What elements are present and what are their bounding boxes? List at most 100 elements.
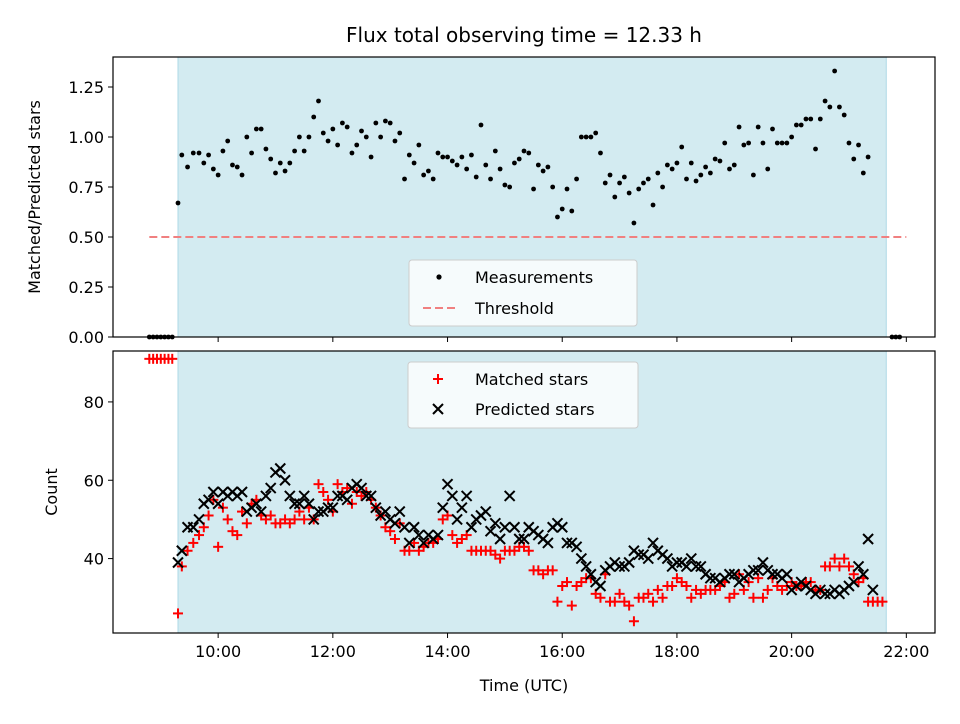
predicted-star-point <box>207 486 220 498</box>
measurement-point <box>335 142 341 148</box>
matched-star-point <box>222 514 233 525</box>
measurement-point <box>822 98 828 104</box>
measurement-point <box>454 162 460 168</box>
measurement-point <box>559 206 565 212</box>
measurement-point <box>349 150 355 156</box>
predicted-star-point <box>695 560 707 573</box>
measurement-point <box>731 162 737 168</box>
predicted-star-point <box>389 517 401 530</box>
measurement-point <box>803 116 809 122</box>
measurement-point <box>688 160 694 166</box>
matched-star-point <box>877 596 888 607</box>
measurement-point <box>655 170 661 176</box>
measurement-point <box>555 214 560 220</box>
measurement-point <box>631 220 637 226</box>
matched-star-point <box>757 592 768 603</box>
measurement-point <box>569 208 575 214</box>
predicted-star-point <box>728 568 740 580</box>
measurement-point <box>387 120 393 126</box>
legend-predicted-marker <box>432 403 444 415</box>
measurement-point <box>175 200 181 206</box>
predicted-star-point <box>288 498 301 510</box>
matched-star-point <box>562 577 573 588</box>
measurement-point <box>808 116 814 122</box>
measurement-point <box>865 154 871 160</box>
measurement-point <box>741 142 747 148</box>
matched-star-point <box>667 581 678 591</box>
legend-matched-marker <box>433 374 443 384</box>
predicted-star-point <box>312 505 325 518</box>
legend-measurements-label: Measurements <box>475 268 593 287</box>
measurement-point <box>363 134 369 140</box>
measurement-point <box>817 116 823 122</box>
measurement-point <box>488 176 493 182</box>
predicted-star-point <box>561 537 573 549</box>
x-tick-label: 14:00 <box>424 642 470 661</box>
predicted-star-point <box>322 501 334 514</box>
matched-star-point <box>628 616 639 627</box>
measurement-point <box>660 184 665 190</box>
predicted-star-point <box>499 521 511 533</box>
measurement-point <box>707 170 713 176</box>
predicted-star-point <box>432 529 444 541</box>
matched-star-point <box>729 588 740 599</box>
measurement-point <box>607 172 613 178</box>
predicted-star-point <box>274 462 286 475</box>
measurement-point <box>832 68 838 74</box>
measurement-point <box>684 176 689 182</box>
measurement-point <box>765 166 771 172</box>
matched-star-point <box>523 545 534 556</box>
predicted-star-point <box>360 490 372 502</box>
measurement-point <box>320 130 326 136</box>
predicted-star-point <box>408 521 420 533</box>
bottom-y-tick-label: 40 <box>84 550 104 569</box>
measurement-point <box>621 174 627 180</box>
measurement-point <box>612 194 618 200</box>
legend-predicted-label: Predicted stars <box>475 400 595 419</box>
bottom-x-ticks: 10:00 12:00 14:00 16:00 18:00 20:00 22:00 <box>195 633 929 661</box>
measurement-point <box>674 160 680 166</box>
measurement-point <box>411 160 417 166</box>
measurement-point <box>794 122 799 128</box>
top-y-tick-label: 0.75 <box>68 178 104 197</box>
predicted-star-point <box>394 505 406 518</box>
predicted-star-point <box>250 498 263 510</box>
measurement-point <box>397 130 403 136</box>
measurement-point <box>210 166 216 172</box>
predicted-star-point <box>398 521 411 533</box>
predicted-star-point <box>202 494 215 506</box>
matched-star-point <box>182 545 193 556</box>
measurement-point <box>578 134 584 140</box>
predicted-star-point <box>303 498 315 510</box>
bottom-legend: Matched stars Predicted stars <box>407 361 639 429</box>
measurement-point <box>426 168 431 174</box>
predicted-star-point <box>632 548 645 561</box>
measurement-point <box>440 154 446 160</box>
measurement-point <box>598 150 603 156</box>
top-x-ticks <box>217 337 907 342</box>
predicted-star-point <box>781 568 793 580</box>
matched-star-point <box>188 537 199 548</box>
bottom-legend-box <box>407 361 639 429</box>
bottom-y-tick-label: 60 <box>84 471 104 490</box>
matched-star-point <box>762 584 773 595</box>
matched-star-point <box>686 592 697 603</box>
legend-threshold-label: Threshold <box>474 299 554 318</box>
measurement-point <box>392 138 398 144</box>
matched-star-point <box>172 608 183 619</box>
bottom-y-tick-label: 80 <box>84 393 104 412</box>
measurement-point <box>301 148 307 154</box>
predicted-star-point <box>867 584 879 596</box>
measurement-point <box>478 122 484 128</box>
predicted-star-point <box>580 560 592 573</box>
measurement-point <box>179 152 185 158</box>
measurement-point <box>368 154 374 160</box>
predicted-star-point <box>284 490 296 502</box>
predicted-star-point <box>594 580 607 592</box>
bottom-y-axis-label: Count <box>42 468 61 516</box>
x-tick-label: 16:00 <box>539 642 585 661</box>
predicted-star-point <box>862 533 874 545</box>
predicted-star-point <box>484 525 497 537</box>
measurement-point <box>383 118 388 124</box>
measurement-point <box>225 138 231 144</box>
